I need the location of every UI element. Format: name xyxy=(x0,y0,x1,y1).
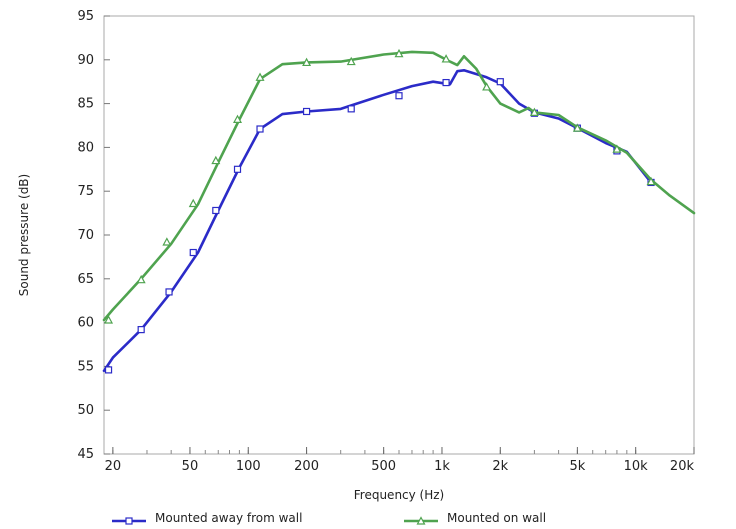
data-point-marker xyxy=(255,72,265,81)
data-point-marker xyxy=(188,198,198,208)
data-point-marker xyxy=(162,237,172,246)
x-tick-label: 20 xyxy=(105,459,122,474)
y-tick-label: 70 xyxy=(77,228,94,243)
x-tick-label: 50 xyxy=(182,459,199,474)
data-point-marker xyxy=(233,114,243,123)
y-tick-label: 60 xyxy=(77,316,94,331)
series-layer xyxy=(102,48,696,374)
y-axis-title: Sound pressure (dB) xyxy=(17,174,31,296)
x-tick-label: 20k xyxy=(670,459,695,474)
data-point-marker xyxy=(165,288,173,296)
data-point-marker xyxy=(482,82,492,91)
data-point-marker xyxy=(104,366,113,374)
y-tick-label: 50 xyxy=(77,403,94,418)
legend-label: Mounted on wall xyxy=(447,511,546,525)
data-point-marker xyxy=(394,48,404,58)
data-point-marker xyxy=(136,274,146,284)
data-point-marker xyxy=(233,165,242,173)
x-tick-label: 10k xyxy=(624,459,649,474)
series-line xyxy=(102,50,696,322)
plot-area xyxy=(103,15,695,455)
data-point-marker xyxy=(529,107,539,116)
x-axis-title: Frequency (Hz) xyxy=(354,488,445,502)
x-tick-label: 2k xyxy=(492,459,508,474)
data-point-marker xyxy=(572,123,582,132)
x-tick-label: 500 xyxy=(371,459,396,474)
data-point-marker xyxy=(137,326,145,334)
data-point-marker xyxy=(646,176,656,186)
x-tick-label: 200 xyxy=(294,459,319,474)
y-tick-label: 45 xyxy=(77,447,94,462)
y-axis-ticks: 45 50 55 60 65 70 75 80 85 90 95 xyxy=(77,9,110,462)
legend-item: Mounted away from wall xyxy=(112,511,302,525)
data-point-marker xyxy=(496,78,504,86)
y-tick-label: 55 xyxy=(77,359,94,374)
legend-swatch-marker xyxy=(416,516,426,525)
y-tick-label: 95 xyxy=(77,9,94,24)
data-point-marker xyxy=(256,125,264,133)
legend-item: Mounted on wall xyxy=(404,511,546,525)
data-point-marker xyxy=(189,248,197,257)
data-point-marker xyxy=(212,206,220,215)
data-point-marker xyxy=(395,92,403,100)
y-tick-label: 80 xyxy=(77,140,94,155)
data-point-marker xyxy=(302,107,311,116)
y-tick-label: 85 xyxy=(77,97,94,112)
data-point-marker xyxy=(612,144,622,153)
data-point-marker xyxy=(302,57,312,67)
x-tick-label: 100 xyxy=(236,459,261,474)
data-point-marker xyxy=(211,155,221,165)
x-tick-label: 1k xyxy=(434,459,450,474)
series-line xyxy=(102,69,653,373)
y-tick-label: 65 xyxy=(77,272,94,287)
x-axis-ticks: 20 50 100 200 500 1k 2k 5k 10k 20k xyxy=(105,447,695,474)
legend-label: Mounted away from wall xyxy=(155,511,302,525)
data-point-marker xyxy=(441,54,451,63)
data-point-marker xyxy=(346,56,356,66)
data-point-marker xyxy=(442,78,450,87)
y-tick-label: 90 xyxy=(77,53,94,68)
data-point-marker xyxy=(104,315,114,324)
data-point-marker xyxy=(347,105,355,113)
y-tick-label: 75 xyxy=(77,184,94,199)
legend-swatch-marker xyxy=(125,517,133,525)
series-on-wall xyxy=(102,48,696,324)
x-tick-label: 5k xyxy=(569,459,585,474)
legend: Mounted away from wall Mounted on wall xyxy=(112,511,546,525)
